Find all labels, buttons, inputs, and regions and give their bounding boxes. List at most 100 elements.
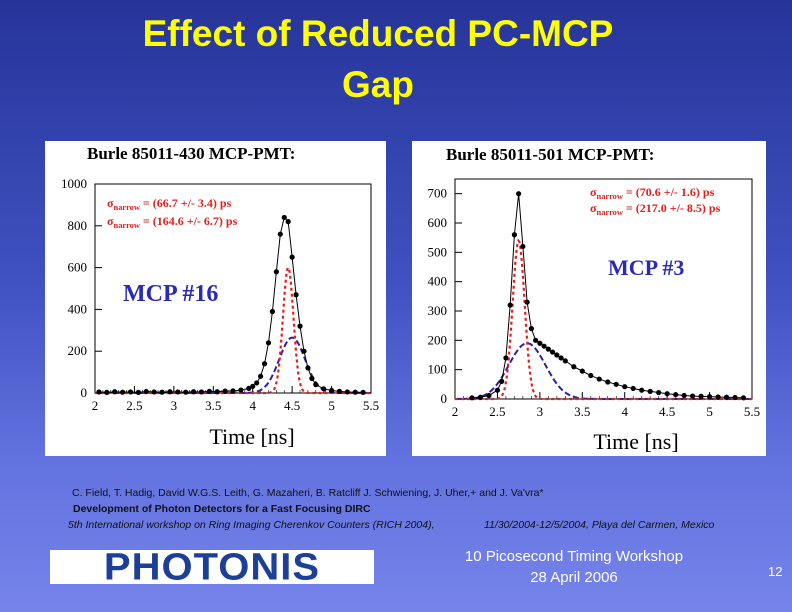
mcp3-x-tick-label: 2.5: [489, 404, 505, 419]
chart-mcp16: Burle 85011-430 MCP-PMT: 2 2.5 3 3.5 4 4.5 5 5.5…: [45, 141, 386, 456]
mcp3-annotation: MCP #3: [608, 255, 684, 280]
mcp3-x-axis-label: Time [ns]: [593, 429, 678, 454]
mcp3-y-tick-label: 400: [428, 274, 448, 289]
mcp3-y-tick-label: 700: [428, 186, 448, 201]
mcp16-data-point: [301, 348, 307, 354]
mcp3-legend-value: = (217.0 +/- 8.5) ps: [623, 201, 721, 215]
mcp3-data-point: [656, 389, 662, 396]
slide-title-line1: Effect of Reduced PC-MCP: [142, 13, 614, 54]
mcp3-data-point: [588, 372, 594, 379]
mcp16-data-point: [313, 382, 319, 388]
mcp16-y-tick-label: 1000: [61, 176, 87, 191]
mcp3-x-tick-label: 4: [621, 404, 628, 419]
mcp3-y-tick-label: 500: [428, 244, 448, 259]
mcp16-data-point: [328, 387, 335, 394]
mcp16-legend-sigma: σ: [107, 214, 114, 228]
mcp3-data-point: [511, 232, 517, 238]
mcp3-legend-subscript: narrow: [597, 208, 623, 217]
mcp3-x-tick-label: 5: [706, 404, 713, 419]
mcp16-data-point: [175, 389, 181, 395]
mcp16-data-point: [261, 361, 268, 367]
mcp16-data-point: [206, 388, 212, 394]
mcp16-y-tick-label: 400: [68, 301, 88, 316]
mcp16-data-point: [265, 340, 272, 346]
mcp3-data-point: [528, 326, 534, 332]
photonis-logo: PHOTONIS: [50, 547, 374, 587]
mcp16-x-tick-label: 5.5: [363, 398, 379, 413]
mcp3-data-point: [507, 302, 513, 308]
mcp3-data-point: [647, 388, 653, 394]
mcp3-data-point: [520, 243, 526, 250]
mcp16-data-point: [269, 308, 276, 315]
mcp16-x-tick-label: 5: [328, 398, 335, 413]
mcp3-data-point: [499, 378, 505, 384]
mcp3-legend-subscript: narrow: [597, 192, 623, 201]
mcp16-data-point: [360, 389, 366, 395]
mcp16-legend-value: = (164.6 +/- 6.7) ps: [140, 214, 238, 228]
citation-paper: Development of Photon Detectors for a Fa…: [73, 503, 371, 515]
mcp3-data-point: [740, 395, 747, 401]
mcp16-data-point: [336, 388, 343, 394]
mcp16-data-point: [167, 389, 173, 395]
mcp16-data-point: [289, 254, 295, 260]
mcp3-data-point: [469, 395, 475, 401]
chart-mcp3-svg: Burle 85011-501 MCP-PMT: 2 2.5 3 3.5 4 4.5 5 5.5…: [428, 145, 761, 454]
mcp3-legend-sigma: σ: [590, 185, 597, 199]
mcp3-data-point: [690, 393, 696, 399]
mcp16-x-axis-label: Time [ns]: [209, 424, 294, 449]
mcp16-data-point: [305, 365, 311, 371]
mcp3-data-point: [723, 394, 730, 400]
mcp3-data-point: [673, 392, 679, 398]
mcp3-data-point: [562, 358, 568, 364]
mcp3-y-tick-label: 600: [428, 215, 448, 230]
mcp3-legend-sigma: σ: [590, 201, 597, 215]
mcp16-legend-subscript: narrow: [114, 221, 140, 230]
mcp3-data-point: [622, 384, 628, 390]
mcp16-legend-entry: σnarrow = (66.7 +/- 3.4) ps: [107, 196, 232, 212]
mcp16-legend-sigma: σ: [107, 196, 114, 210]
mcp16-data-point: [309, 375, 315, 381]
mcp16-data-point: [281, 214, 287, 221]
mcp16-legend-entry: σnarrow = (164.6 +/- 6.7) ps: [107, 214, 238, 230]
mcp3-data-point: [664, 391, 670, 397]
mcp16-data-point: [285, 219, 291, 225]
mcp3-data-point: [558, 355, 564, 361]
mcp3-data-point: [477, 394, 484, 400]
mcp16-data-point: [344, 389, 350, 395]
mcp3-data-point: [549, 349, 556, 355]
mcp16-data-point: [321, 386, 327, 392]
mcp3-x-tick-label: 3: [537, 404, 544, 419]
mcp16-data-point: [352, 389, 358, 395]
mcp16-x-tick-label: 2.5: [126, 398, 142, 413]
mcp3-data-point: [537, 340, 543, 346]
mcp3-data-point: [524, 299, 530, 305]
mcp3-data-point: [533, 337, 539, 343]
mcp3-data-point: [706, 394, 713, 400]
mcp16-x-tick-label: 4: [249, 398, 256, 413]
mcp16-data-point: [104, 389, 110, 395]
mcp3-x-tick-label: 4.5: [659, 404, 675, 419]
mcp16-data-point: [127, 389, 134, 395]
mcp3-legend-value: = (70.6 +/- 1.6) ps: [623, 185, 715, 199]
mcp16-y-tick-label: 600: [68, 260, 88, 275]
mcp3-data-point: [579, 368, 585, 374]
mcp3-data-point: [494, 387, 501, 393]
mcp3-y-tick-label: 100: [428, 362, 448, 377]
mcp16-x-tick-label: 3: [171, 398, 178, 413]
mcp3-narrow-fit-curve: [455, 238, 752, 401]
mcp3-data-point: [596, 376, 602, 382]
mcp3-data-point: [516, 191, 522, 197]
mcp3-data-point: [571, 364, 577, 370]
footer-workshop: 10 Picosecond Timing Workshop: [464, 548, 684, 565]
mcp16-data-point: [254, 380, 260, 386]
mcp16-data-point: [230, 388, 236, 394]
mcp3-data-point: [554, 352, 560, 358]
mcp16-legend-value: = (66.7 +/- 3.4) ps: [140, 196, 232, 210]
mcp16-data-point: [96, 389, 102, 395]
mcp16-data-point: [222, 388, 228, 394]
mcp16-annotation: MCP #16: [123, 281, 218, 307]
mcp16-data-point: [112, 389, 118, 395]
mcp3-legend-entry: σnarrow = (217.0 +/- 8.5) ps: [590, 201, 721, 217]
mcp16-data-point: [258, 373, 264, 379]
mcp16-data-point: [120, 389, 126, 395]
